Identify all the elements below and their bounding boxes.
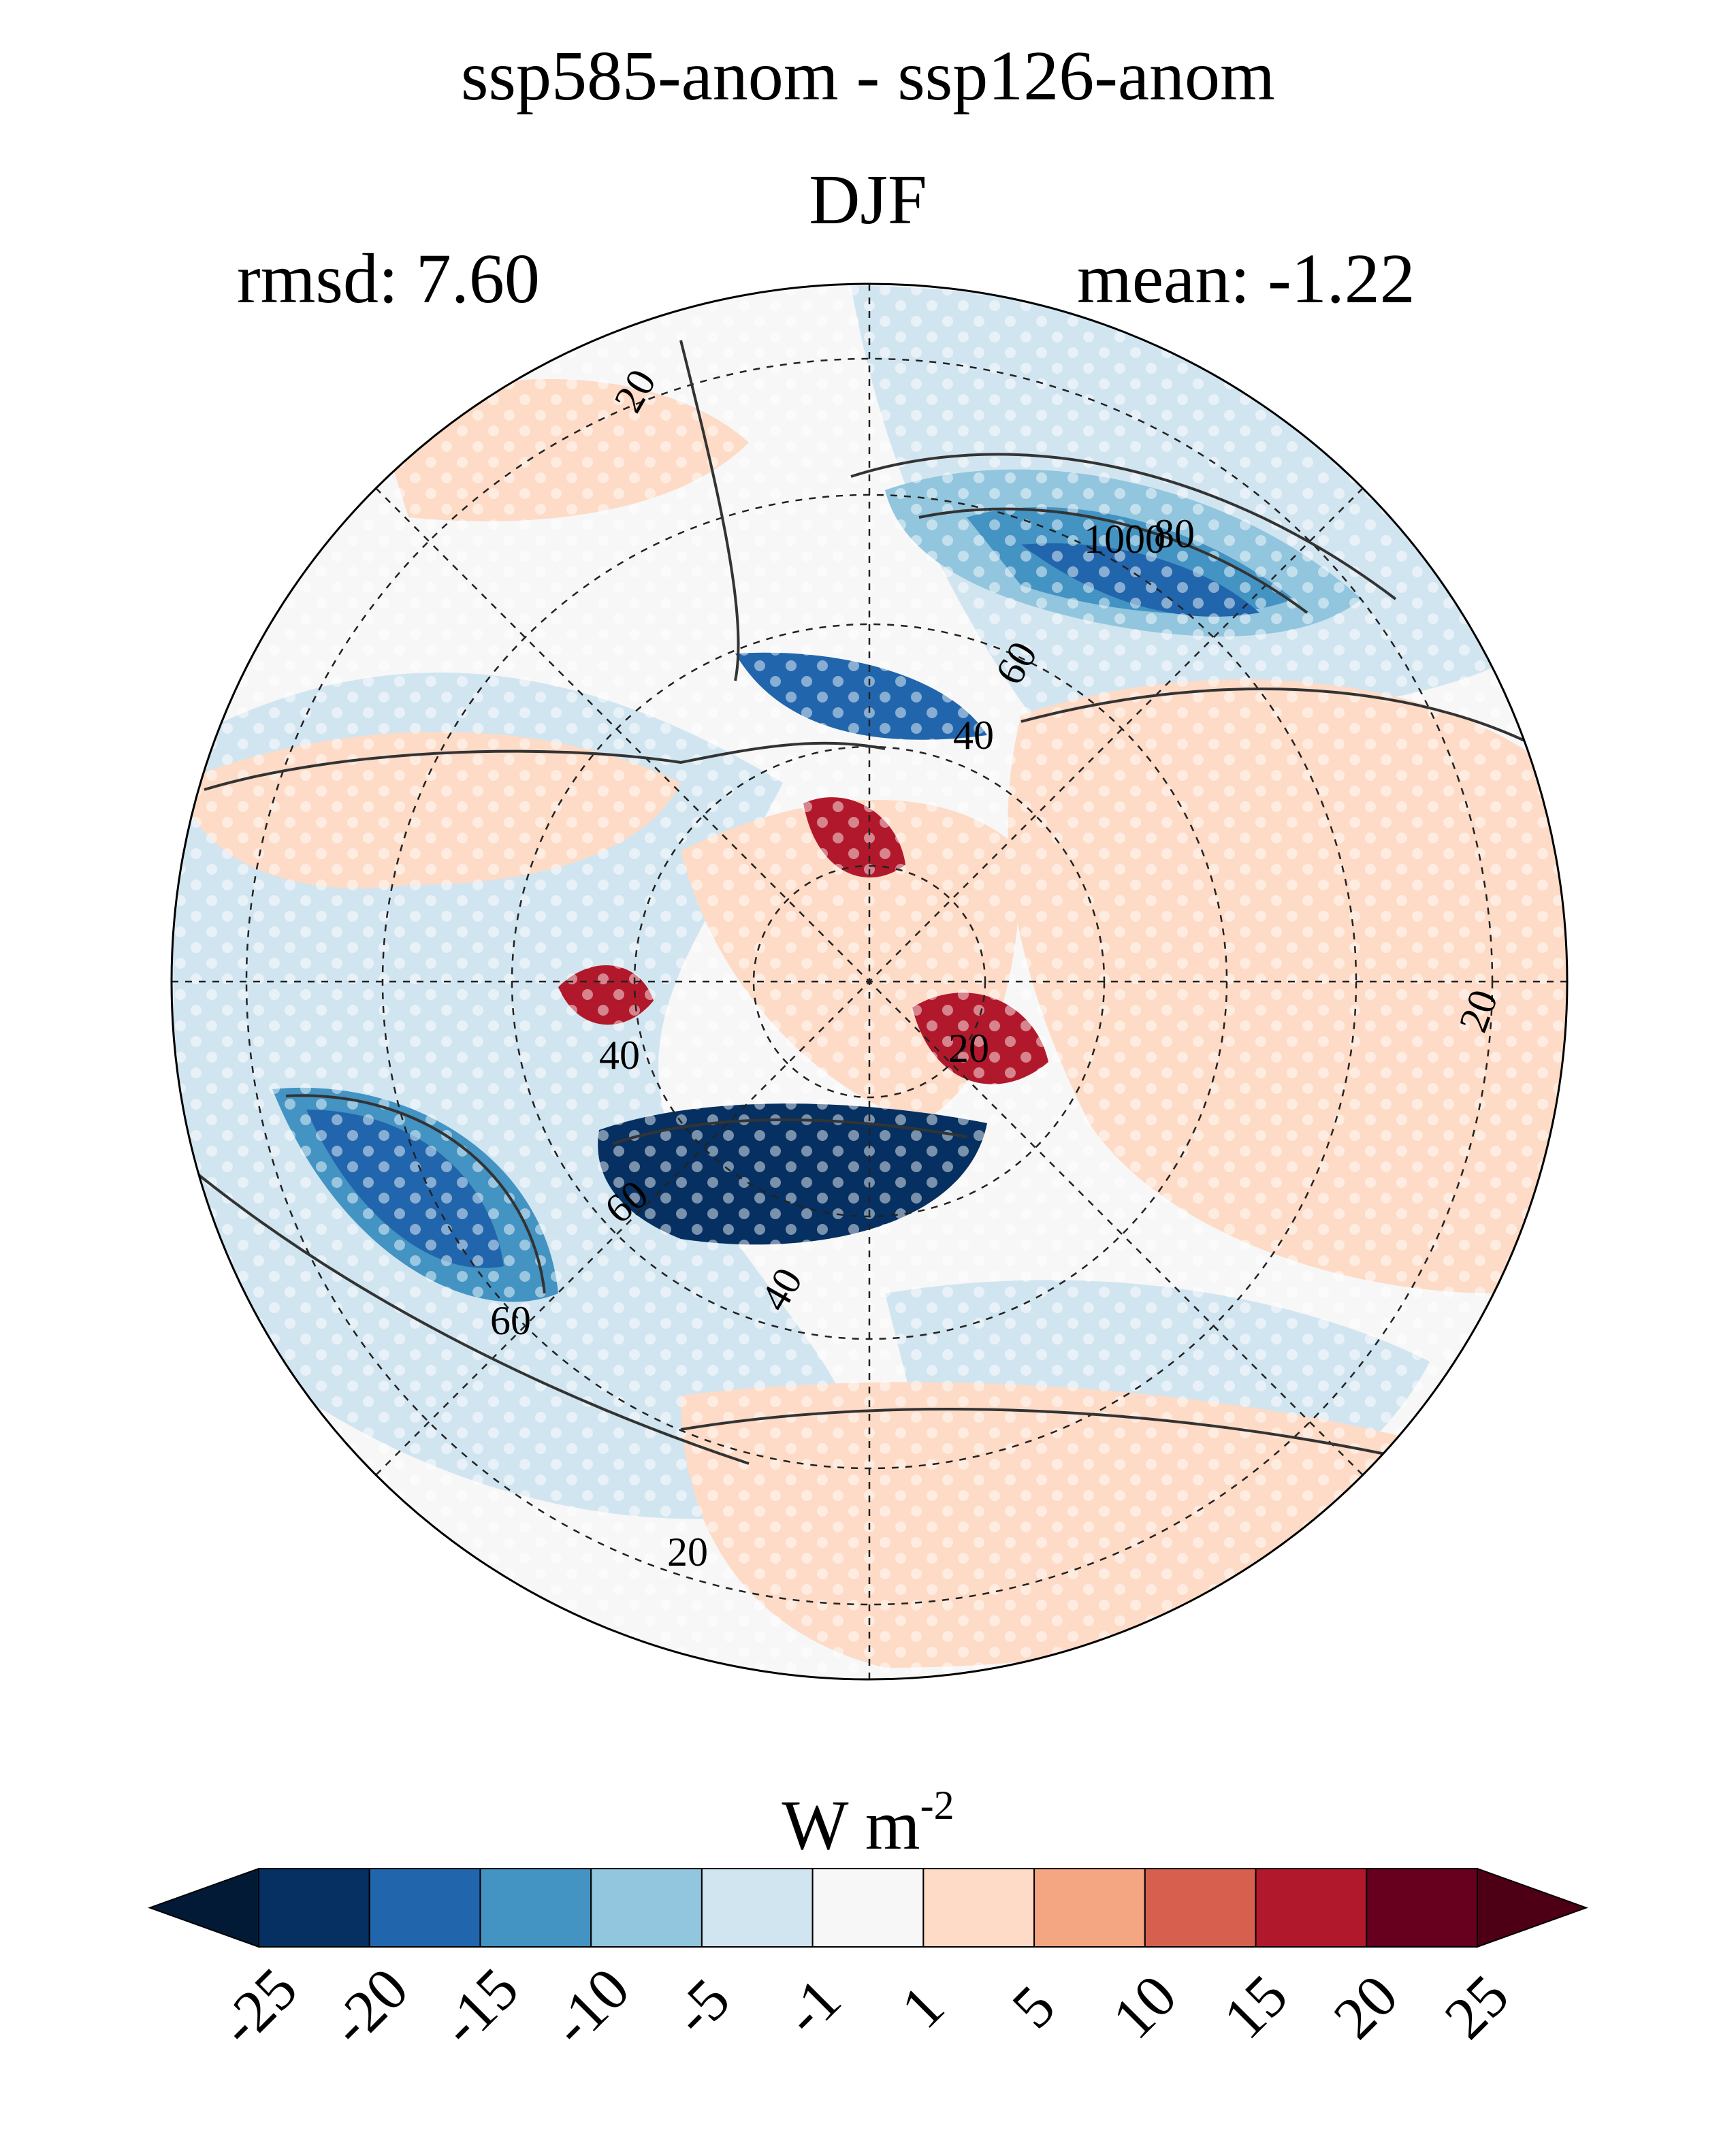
colorbar-extend-high (1477, 1867, 1588, 1948)
colorbar-box (1033, 1868, 1146, 1948)
map-border (170, 283, 1569, 1681)
colorbar-box (479, 1868, 592, 1948)
colorbar-box (368, 1868, 481, 1948)
mean-label: mean: -1.22 (1077, 240, 1415, 318)
season-label: DJF (809, 161, 927, 239)
contour-label: 40 (599, 1033, 640, 1078)
colorbar-box (1255, 1868, 1368, 1948)
rmsd-label: rmsd: 7.60 (237, 240, 540, 318)
colorbar-box (1144, 1868, 1257, 1948)
contour-label: 60 (490, 1298, 531, 1343)
colorbar-box (1366, 1868, 1478, 1948)
contour-label: 20 (667, 1530, 708, 1575)
colorbar-box (811, 1868, 925, 1948)
colorbar-box (701, 1868, 814, 1948)
colorbar-box (258, 1868, 370, 1948)
contour-label: 1000 (1084, 517, 1166, 562)
contour-label: 20 (948, 1026, 989, 1071)
colorbar-box (590, 1868, 703, 1948)
contour-label: 80 (1154, 511, 1195, 556)
colorbar-box (922, 1868, 1035, 1948)
contour-label: 40 (953, 713, 994, 758)
colorbar-units: W m-2 (782, 1783, 954, 1865)
colorbar-extend-low (148, 1867, 259, 1948)
map-title: ssp585-anom - ssp126-anom (461, 37, 1275, 115)
contours (176, 340, 1567, 1465)
